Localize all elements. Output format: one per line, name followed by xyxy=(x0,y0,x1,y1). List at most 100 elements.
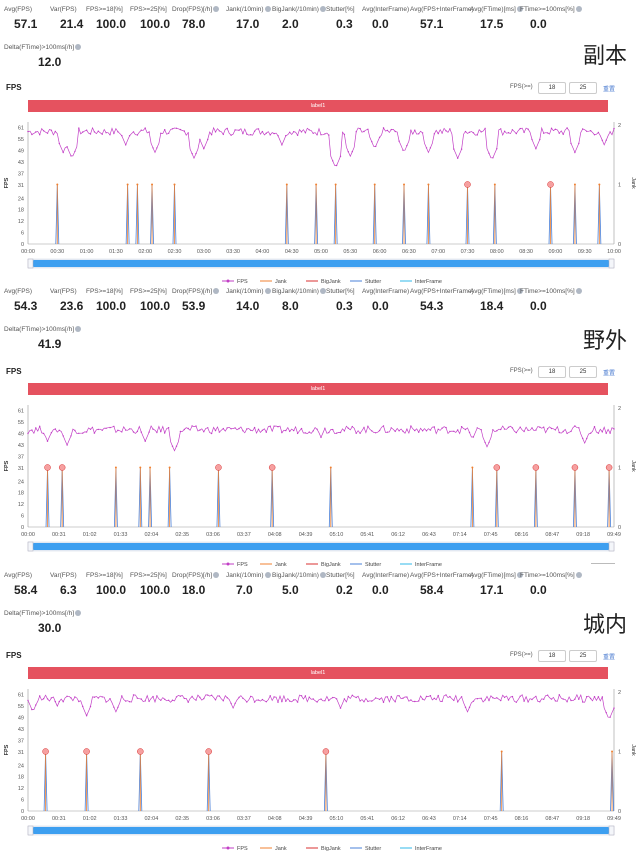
fps-point xyxy=(230,134,232,136)
y-axis-label: FPS xyxy=(4,744,10,755)
bigjank-marker xyxy=(215,464,222,471)
fps-point xyxy=(140,431,142,433)
fps-point xyxy=(335,164,338,167)
fps-threshold-2-input[interactable]: 25 xyxy=(569,82,597,94)
fps-point xyxy=(164,129,166,131)
help-icon[interactable] xyxy=(75,610,82,617)
stat-label: Var(FPS) xyxy=(50,6,77,13)
fps-point xyxy=(328,134,330,136)
section-name: 副本 xyxy=(582,44,627,69)
stat-6: BigJank(/10min) 8.0 xyxy=(272,288,326,313)
chart-title: FPS xyxy=(6,367,22,376)
help-icon[interactable] xyxy=(516,6,523,13)
help-icon[interactable] xyxy=(213,288,220,295)
x-tick-label: 02:30 xyxy=(168,249,182,255)
help-icon[interactable] xyxy=(319,288,326,295)
stat-delta: Delta(FTime)>100ms[/h] 12.0 xyxy=(4,44,82,69)
bigjank-marker xyxy=(547,181,554,188)
fps-point xyxy=(167,132,170,134)
fps-point xyxy=(558,694,560,696)
stat-label: Stutter[%] xyxy=(326,6,355,13)
help-icon[interactable] xyxy=(516,288,523,295)
fps-point xyxy=(562,133,564,135)
fps-point xyxy=(74,150,76,153)
fps-point xyxy=(281,144,283,146)
help-icon[interactable] xyxy=(264,6,271,13)
stat-value: 78.0 xyxy=(182,17,206,31)
y-tick-label: 43 xyxy=(18,443,24,449)
x-tick-label: 08:47 xyxy=(545,816,559,822)
x-tick-label: 05:00 xyxy=(314,249,328,255)
stat-label: Delta(FTime)>100ms[/h] xyxy=(4,610,82,617)
fps-point xyxy=(410,129,412,131)
help-icon[interactable] xyxy=(575,572,582,579)
reset-button[interactable]: 重置 xyxy=(603,371,616,377)
fps-point xyxy=(312,430,314,432)
stat-3: FPS>=25[%] 100.0 xyxy=(130,6,170,31)
help-icon[interactable] xyxy=(264,572,271,579)
fps-threshold-1-input[interactable]: 18 xyxy=(538,650,566,662)
stat-label: Jank(/10min) xyxy=(226,572,271,579)
fps-point xyxy=(183,697,185,700)
fps-point xyxy=(97,130,100,132)
y2-tick-label: 2 xyxy=(618,690,621,696)
fps-point xyxy=(378,136,381,138)
help-icon[interactable] xyxy=(319,6,326,13)
help-icon[interactable] xyxy=(213,572,220,579)
fps-point xyxy=(214,131,217,133)
fps-point xyxy=(586,696,588,698)
fps-point xyxy=(605,711,607,714)
fps-point xyxy=(54,130,56,133)
fps-point xyxy=(27,130,29,133)
help-icon[interactable] xyxy=(264,288,271,295)
stat-value: 14.0 xyxy=(236,299,260,313)
fps-threshold-2-input[interactable]: 25 xyxy=(569,366,597,378)
fps-point xyxy=(492,429,494,431)
fps-point xyxy=(136,697,139,699)
fps-point xyxy=(35,704,37,706)
help-icon[interactable] xyxy=(575,288,582,295)
fps-point xyxy=(46,698,49,700)
x-tick-label: 02:04 xyxy=(144,816,158,822)
help-icon[interactable] xyxy=(319,572,326,579)
fps-point xyxy=(160,132,162,134)
help-icon[interactable] xyxy=(516,572,523,579)
reset-button[interactable]: 重置 xyxy=(603,655,616,661)
reset-button[interactable]: 重置 xyxy=(603,87,616,93)
fps-point xyxy=(214,699,217,701)
fps-point xyxy=(519,127,521,130)
fps-threshold-1-input[interactable]: 18 xyxy=(538,82,566,94)
help-icon[interactable] xyxy=(75,44,82,51)
stat-value: 57.1 xyxy=(14,17,38,31)
fps-point xyxy=(425,430,428,432)
fps-point xyxy=(50,432,53,434)
fps-point xyxy=(382,425,385,427)
fps-point xyxy=(242,430,244,432)
help-icon[interactable] xyxy=(75,326,82,333)
stat-2: FPS>=18[%] 100.0 xyxy=(86,288,126,313)
stat-value: 100.0 xyxy=(140,299,171,313)
help-icon[interactable] xyxy=(575,6,582,13)
fps-point xyxy=(429,695,432,697)
fps-point xyxy=(496,697,498,699)
jank-point xyxy=(126,183,129,186)
fps-point xyxy=(195,425,197,427)
help-icon[interactable] xyxy=(213,6,220,13)
x-tick-label: 00:00 xyxy=(21,816,35,822)
fps-point xyxy=(179,128,182,131)
fps-point xyxy=(93,432,96,434)
fps-point xyxy=(105,701,107,703)
y-axis-label: FPS xyxy=(4,460,10,471)
fps-point xyxy=(164,698,166,700)
fps-point xyxy=(570,699,572,702)
fps-point xyxy=(468,431,471,434)
stat-label: Delta(FTime)>100ms[/h] xyxy=(4,44,82,51)
legend-label: BigJank xyxy=(321,846,341,852)
fps-threshold-1-input[interactable]: 18 xyxy=(538,366,566,378)
fps-point xyxy=(367,700,369,703)
fps-threshold-2-input[interactable]: 25 xyxy=(569,650,597,662)
zoom-handle-right xyxy=(608,258,615,269)
stat-label: Avg(FPS+InterFrame) xyxy=(410,572,474,579)
stat-value: 17.0 xyxy=(236,17,260,31)
section-name: 野外 xyxy=(582,329,627,354)
